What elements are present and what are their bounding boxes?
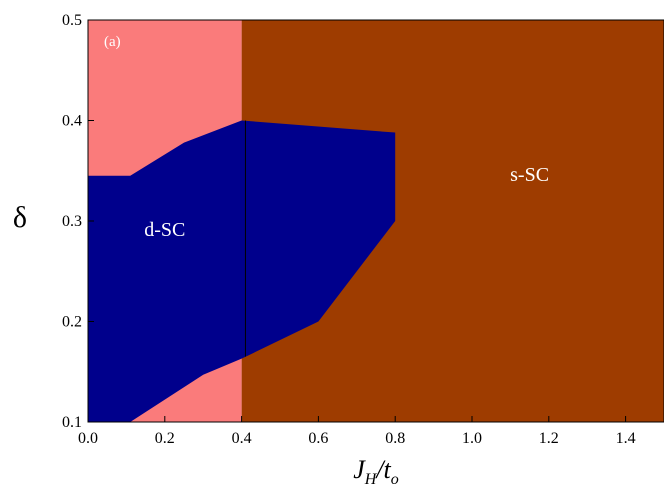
y-tick-label: 0.2: [62, 314, 82, 331]
y-tick-label: 0.3: [62, 213, 82, 230]
panel-label: (a): [104, 34, 121, 50]
y-tick-label: 0.4: [62, 113, 82, 130]
region-label-s-sc: s-SC: [510, 164, 549, 186]
x-tick-label: 0.6: [308, 430, 328, 447]
x-tick-label: 1.0: [462, 430, 482, 447]
x-tick-label: 1.2: [539, 430, 559, 447]
x-axis-title-sep: /t: [374, 455, 391, 484]
x-tick-label: 0.4: [232, 430, 252, 447]
x-tick-label: 0.0: [78, 430, 98, 447]
x-tick-label: 0.8: [385, 430, 405, 447]
x-axis-title-sub2: o: [391, 471, 399, 488]
y-tick-label: 0.5: [62, 12, 82, 29]
x-axis-title: JH/to: [353, 455, 399, 488]
y-tick-label: 0.1: [62, 414, 82, 431]
y-axis-title: δ: [13, 201, 27, 234]
x-tick-label: 1.4: [616, 430, 636, 447]
region-label-d-sc: d-SC: [144, 219, 185, 241]
x-tick-label: 0.2: [155, 430, 175, 447]
